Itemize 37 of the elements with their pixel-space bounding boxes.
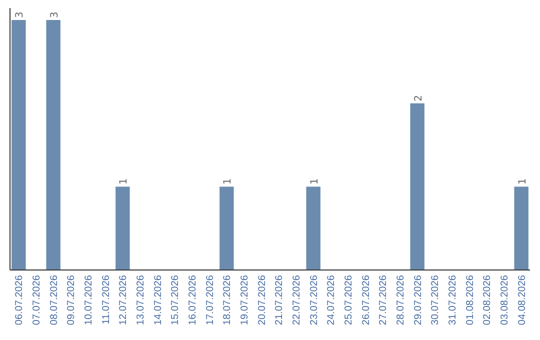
x-tick-label: 14.07.2026: [152, 274, 164, 326]
x-tick-label: 26.07.2026: [360, 274, 372, 326]
data-label: 1: [517, 178, 528, 185]
data-label: 1: [222, 178, 234, 185]
x-tick-label: 11.07.2026: [100, 274, 112, 324]
data-label: 1: [309, 178, 320, 185]
x-tick-label: 27.07.2026: [378, 274, 390, 326]
x-tick-label: 13.07.2026: [136, 274, 146, 326]
x-tick-label: 21.07.2026: [274, 274, 286, 326]
x-tick-label: 30.07.2026: [430, 274, 442, 326]
data-label: 3: [14, 12, 26, 18]
x-tick-label: 02.08.2026: [482, 274, 494, 326]
x-tick-label: 06.07.2026: [14, 274, 26, 326]
x-tick-label: 19.07.2026: [240, 274, 250, 326]
x-tick-label: 09.07.2026: [66, 274, 78, 326]
x-tick-label: 17.07.2026: [204, 274, 216, 326]
x-tick-label: 08.07.2026: [48, 274, 60, 326]
x-tick-label: 29.07.2026: [412, 274, 424, 326]
data-label: 2: [413, 94, 424, 102]
x-tick-label: 18.07.2026: [222, 274, 234, 326]
x-tick-label: 28.07.2026: [396, 274, 406, 326]
x-tick-label: 04.08.2026: [516, 274, 528, 326]
x-tick-label: 10.07.2026: [84, 274, 94, 326]
data-label: 1: [118, 178, 130, 185]
x-tick-label: 31.07.2026: [448, 274, 458, 326]
data-label: 3: [49, 12, 60, 18]
x-tick-label: 07.07.2026: [32, 274, 42, 326]
x-tick-label: 03.08.2026: [500, 274, 510, 326]
x-tick-label: 16.07.2026: [188, 274, 198, 326]
x-tick-label: 01.08.2026: [464, 274, 476, 326]
x-tick-label: 24.07.2026: [326, 274, 338, 326]
x-tick-label: 12.07.2026: [118, 274, 130, 326]
x-tick-label: 22.07.2026: [292, 274, 302, 326]
x-tick-label: 25.07.2026: [344, 274, 354, 326]
x-tick-label: 23.07.2026: [308, 274, 320, 326]
x-tick-label: 15.07.2026: [170, 274, 182, 326]
x-tick-label: 20.07.2026: [256, 274, 268, 326]
